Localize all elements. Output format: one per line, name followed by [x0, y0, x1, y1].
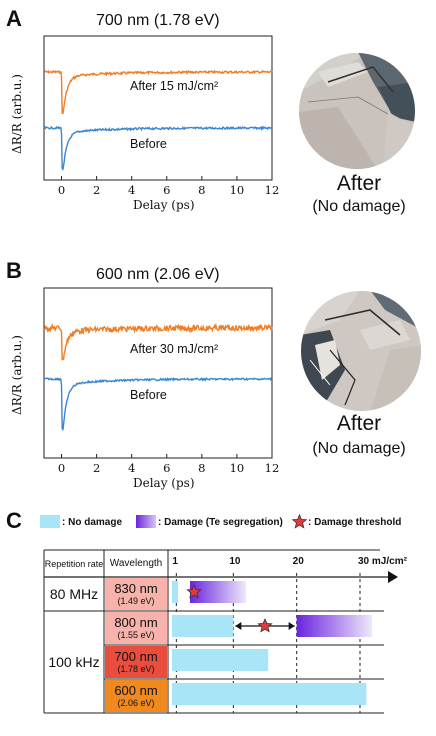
b-tick-label: 2 — [93, 461, 100, 475]
panel-a-x-ticks: 0 2 4 6 8 10 12 — [58, 176, 279, 197]
damage-bar — [296, 615, 372, 637]
a-tick-label: 8 — [198, 183, 205, 197]
panel-a-label: A — [6, 6, 22, 31]
panel-b-image-caption: After — [336, 412, 382, 435]
rate-100khz: 100 kHz — [48, 654, 100, 670]
panel-a-after-trace — [43, 69, 273, 115]
b-tick-label: 8 — [198, 461, 205, 475]
no-damage-bar — [172, 649, 269, 671]
panel-b-xlabel: Delay (ps) — [133, 476, 195, 490]
header-repetition-rate: Repetition rate — [44, 558, 104, 569]
wavelength-830nm-nm: 830 nm — [114, 580, 158, 596]
panel-a-before-trace — [43, 125, 272, 171]
panel-a-image-subcaption: (No damage) — [312, 198, 406, 215]
panel-a-before-label: Before — [130, 137, 167, 151]
legend-threshold-label: : Damage threshold — [308, 517, 402, 528]
panel-c-label: C — [6, 508, 22, 533]
panel-a-after-label: After 15 mJ/cm² — [130, 79, 219, 93]
no-damage-bar — [172, 615, 234, 637]
damage-threshold-star-icon — [257, 617, 273, 633]
wavelength-800nm-nm: 800 nm — [114, 614, 158, 630]
panel-b-after-label: After 30 mJ/cm² — [130, 342, 219, 356]
b-tick-label: 10 — [230, 461, 245, 475]
no-damage-bar — [172, 581, 178, 603]
panel-a-plot-frame — [43, 35, 273, 181]
wavelength-800nm-ev: (1.55 eV) — [117, 629, 155, 640]
b-tick-label: 12 — [265, 461, 280, 475]
wavelength-830nm-ev: (1.49 eV) — [117, 595, 155, 606]
wavelength-600nm-nm: 600 nm — [114, 682, 158, 698]
panel-b-x-ticks: 0 2 4 6 8 10 12 — [58, 454, 279, 475]
header-wavelength: Wavelength — [109, 558, 163, 569]
panel-a-title: 700 nm (1.78 eV) — [96, 12, 220, 29]
wavelength-600nm: 600 nm (2.06 eV) — [105, 680, 167, 712]
legend-no-damage-swatch — [40, 515, 60, 528]
panel-b-before-trace — [43, 376, 273, 431]
rate-80mhz: 80 MHz — [49, 586, 99, 602]
a-tick-label: 6 — [163, 183, 170, 197]
a-tick-label: 2 — [93, 183, 100, 197]
wavelength-700nm-nm: 700 nm — [114, 648, 158, 664]
wavelength-830nm: 830 nm (1.49 eV) — [105, 578, 167, 610]
threshold-arrow-right — [288, 622, 295, 630]
a-tick-label: 10 — [230, 183, 245, 197]
fluence-tick-label: 20 — [292, 556, 304, 567]
panel-a-image-caption: After — [336, 172, 382, 195]
legend-damage-swatch — [136, 515, 156, 528]
panel-b-before-label: Before — [130, 388, 167, 402]
fluence-tick-label: 30 mJ/cm² — [358, 556, 407, 567]
fluence-tick-label: 10 — [229, 556, 241, 567]
panel-b-chart: 0 2 4 6 8 10 12 — [43, 287, 279, 475]
damage-threshold-star-icon — [186, 583, 202, 599]
panel-b-plot-frame — [43, 287, 273, 459]
b-tick-label: 6 — [163, 461, 170, 475]
panel-a-sample-image — [299, 53, 415, 169]
wavelength-700nm-ev: (1.78 eV) — [117, 663, 155, 674]
b-tick-label: 0 — [58, 461, 65, 475]
wavelength-600nm-ev: (2.06 eV) — [117, 697, 155, 708]
b-tick-label: 4 — [128, 461, 135, 475]
legend-no-damage-label: : No damage — [62, 517, 123, 528]
panel-a-chart: 0 2 4 6 8 10 12 — [43, 35, 279, 197]
wavelength-800nm: 800 nm (1.55 eV) — [105, 612, 167, 644]
a-tick-label: 0 — [58, 183, 65, 197]
panel-b-after-trace — [43, 322, 273, 361]
fluence-bars — [172, 581, 372, 705]
a-tick-label: 12 — [265, 183, 280, 197]
threshold-arrow-left — [235, 622, 242, 630]
legend-damage-label: : Damage (Te segregation) — [158, 517, 283, 528]
panel-b-title: 600 nm (2.06 eV) — [96, 266, 220, 283]
panel-a-ylabel: ΔR/R (arb.u.) — [10, 74, 24, 154]
damage-table — [43, 549, 398, 714]
panel-b-image-subcaption: (No damage) — [312, 440, 406, 457]
wavelength-700nm: 700 nm (1.78 eV) — [105, 646, 167, 678]
no-damage-bar — [172, 683, 367, 705]
a-tick-label: 4 — [128, 183, 135, 197]
legend-star-icon — [292, 514, 307, 529]
fluence-tick-label: 1 — [172, 556, 178, 567]
damage-bar — [190, 581, 246, 603]
panel-b-sample-image — [301, 291, 421, 411]
panel-b-label: B — [6, 258, 22, 283]
panel-a-xlabel: Delay (ps) — [133, 198, 195, 212]
